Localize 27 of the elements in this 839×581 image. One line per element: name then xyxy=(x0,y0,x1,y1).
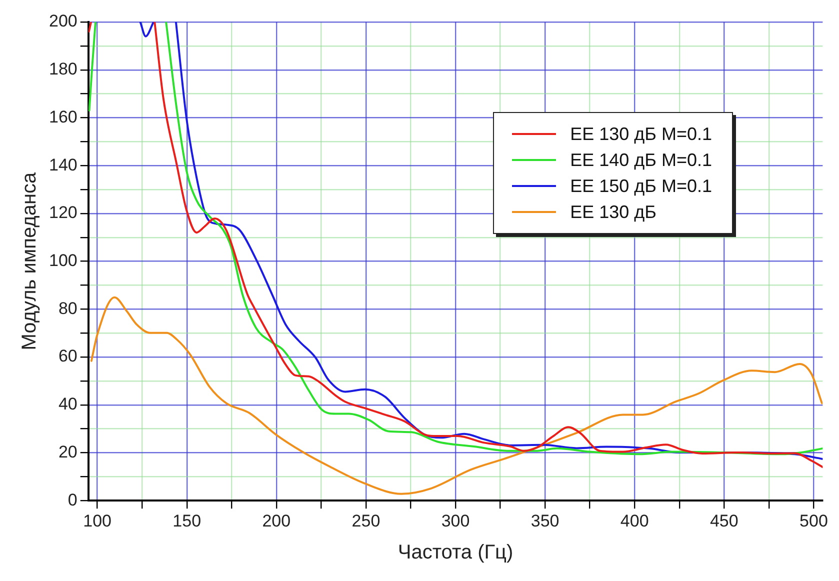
y-tick-label: 60 xyxy=(58,346,78,366)
x-tick-label: 300 xyxy=(441,511,470,530)
x-tick-label: 200 xyxy=(262,511,291,530)
y-tick-label: 80 xyxy=(58,298,78,318)
x-tick-label: 350 xyxy=(530,511,560,530)
legend-label: EE 150 дБ M=0.1 xyxy=(570,176,712,196)
y-axis-title: Модуль импеданса xyxy=(18,172,41,350)
y-tick-label: 20 xyxy=(58,442,78,462)
legend-label: EE 140 дБ M=0.1 xyxy=(570,150,712,170)
x-tick-label: 250 xyxy=(352,511,380,530)
x-axis-title: Частота (Гц) xyxy=(398,542,514,564)
x-tick-label: 150 xyxy=(172,511,202,530)
legend-label: EE 130 дБ xyxy=(570,202,656,222)
y-tick-label: 180 xyxy=(48,60,78,79)
y-tick-label: 200 xyxy=(48,12,78,31)
x-tick-label: 450 xyxy=(710,511,738,530)
legend-label: EE 130 дБ M=0.1 xyxy=(570,124,712,144)
y-tick-label: 40 xyxy=(58,394,78,414)
line-series xyxy=(90,296,823,495)
x-tick-label: 500 xyxy=(800,511,828,530)
y-tick-label: 140 xyxy=(48,155,78,174)
y-tick-label: 100 xyxy=(48,250,78,270)
x-tick-label: 100 xyxy=(83,511,112,530)
y-tick-label: 120 xyxy=(48,203,78,222)
y-tick-label: 160 xyxy=(48,107,78,126)
x-tick-label: 400 xyxy=(620,511,649,530)
y-tick-label: 0 xyxy=(68,490,78,510)
